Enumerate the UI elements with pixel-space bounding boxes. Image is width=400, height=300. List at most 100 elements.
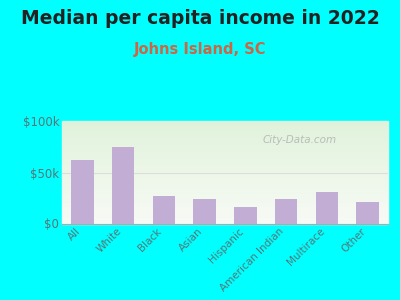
Bar [62,213,388,214]
Bar [62,131,388,132]
Bar [62,152,388,153]
Bar [62,190,388,191]
Bar [62,138,388,139]
Bar [234,207,256,224]
Bar [62,188,388,189]
Bar [62,164,388,165]
Bar [62,184,388,185]
Bar [62,182,388,183]
Bar [62,157,388,158]
Bar [356,202,379,224]
Bar [62,196,388,197]
Bar [62,124,388,126]
Bar [62,203,388,204]
Bar [62,160,388,161]
Bar [62,209,388,210]
Bar [62,178,388,180]
Bar [62,133,388,134]
Bar [62,186,388,187]
Bar [62,159,388,160]
Bar [62,199,388,200]
Bar [71,160,94,224]
Bar [62,220,388,221]
Bar [62,172,388,173]
Bar [62,191,388,192]
Bar [62,216,388,217]
Bar [62,175,388,176]
Bar [62,142,388,143]
Bar [62,176,388,177]
Bar [62,210,388,211]
Bar [62,187,388,188]
Bar [62,212,388,213]
Bar [62,132,388,133]
Bar [275,199,297,224]
Bar [62,168,388,169]
Bar [62,197,388,198]
Bar [62,218,388,219]
Text: Median per capita income in 2022: Median per capita income in 2022 [21,9,379,28]
Bar [62,219,388,220]
Bar [62,206,388,207]
Bar [62,150,388,151]
Text: Johns Island, SC: Johns Island, SC [134,42,266,57]
Bar [62,161,388,162]
Bar [62,137,388,138]
Bar [62,195,388,196]
Bar [62,215,388,216]
Bar [62,189,388,190]
Bar [62,143,388,144]
Bar [62,146,388,147]
Text: City-Data.com: City-Data.com [263,135,337,145]
Bar [62,129,388,130]
Bar [62,126,388,127]
Bar [62,148,388,149]
Bar [62,173,388,175]
Bar [62,135,388,136]
Bar [62,214,388,215]
Bar [62,205,388,206]
Bar [62,163,388,164]
Bar [62,200,388,201]
Bar [62,151,388,152]
Bar [62,211,388,212]
Bar [62,136,388,137]
Bar [62,170,388,172]
Bar [62,181,388,182]
Bar [153,196,175,224]
Bar [62,194,388,195]
Bar [62,165,388,166]
Bar [62,177,388,178]
Bar [62,144,388,145]
Bar [62,134,388,135]
Bar [62,169,388,170]
Bar [62,158,388,159]
Bar [62,153,388,154]
Bar [62,128,388,129]
Bar [62,139,388,140]
Bar [62,122,388,124]
Bar [62,192,388,193]
Bar [62,185,388,186]
Bar [112,147,134,224]
Bar [62,127,388,128]
Bar [62,183,388,184]
Bar [62,147,388,148]
Bar [316,192,338,224]
Bar [62,204,388,205]
Bar [62,162,388,163]
Bar [62,180,388,181]
Bar [62,201,388,202]
Bar [62,208,388,209]
Bar [62,167,388,168]
Bar [62,223,388,224]
Bar [62,140,388,141]
Bar [62,130,388,131]
Bar [62,193,388,194]
Bar [62,156,388,157]
Bar [62,198,388,199]
Bar [62,155,388,156]
Bar [62,145,388,146]
Bar [62,149,388,150]
Bar [62,207,388,208]
